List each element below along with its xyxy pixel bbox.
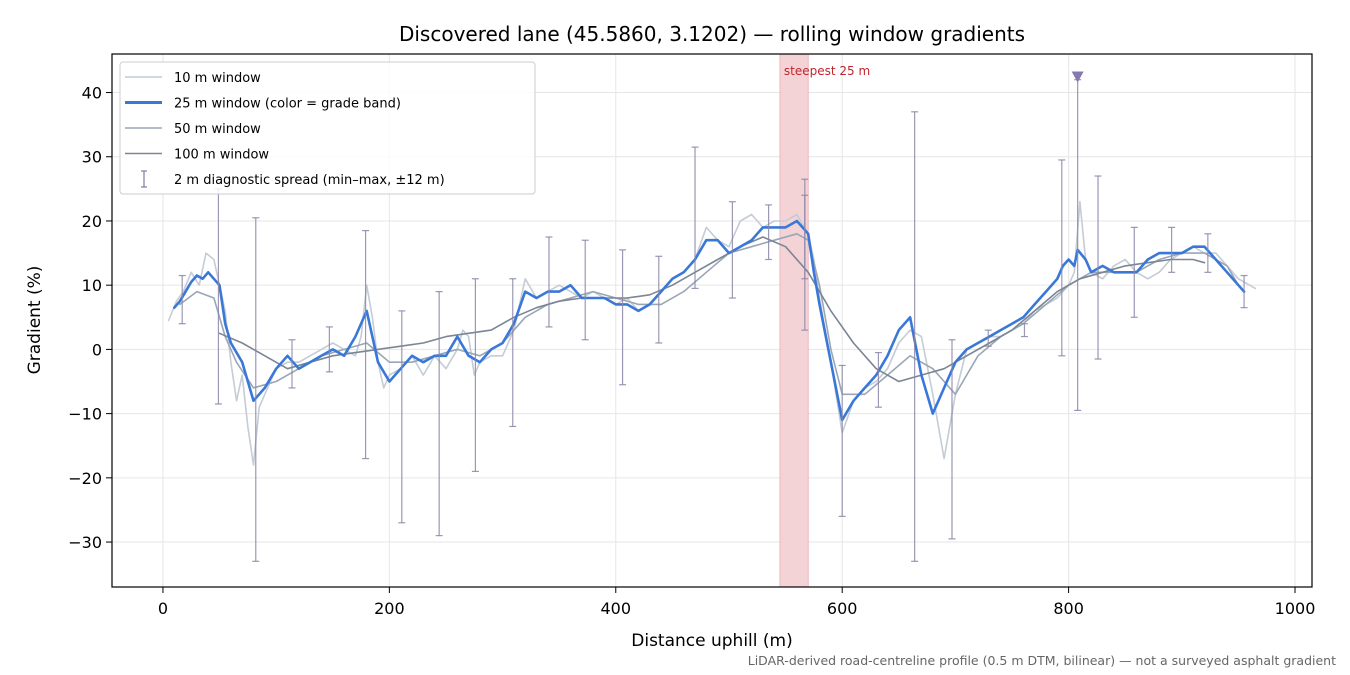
series-line-4 (218, 236, 1206, 383)
series-layer (167, 200, 1257, 466)
legend: 10 m window 25 m window (color = grade ba… (119, 61, 536, 195)
y-tick-label: 20 (82, 212, 102, 231)
steepest-band-label: steepest 25 m (784, 64, 870, 78)
error-bar (801, 178, 809, 331)
error-bar (911, 111, 919, 562)
error-bar (984, 329, 992, 347)
series-line-2 (173, 219, 1246, 422)
axes-frame-rect (111, 53, 1313, 588)
error-bar (581, 239, 589, 341)
legend-entry: 10 m window (125, 71, 261, 86)
legend-entry: 25 m window (color = grade band) (125, 97, 401, 112)
y-ticks: −30 −20 −10 0 10 20 30 40 (68, 84, 112, 552)
legend-box (119, 61, 536, 195)
chart-title: Discovered lane (45.5860, 3.1202) — roll… (399, 22, 1025, 46)
y-tick-label: 10 (82, 276, 102, 295)
error-bar (838, 364, 846, 517)
error-bar (545, 236, 553, 328)
legend-label: 10 m window (174, 71, 261, 86)
x-tick-label: 400 (601, 599, 632, 618)
error-bar (1058, 159, 1066, 357)
error-bar (398, 310, 406, 524)
y-tick-label: −20 (68, 469, 102, 488)
axes-frame (111, 53, 1313, 588)
x-tick-label: 200 (374, 599, 405, 618)
error-bar (765, 204, 773, 261)
error-bar (509, 278, 517, 428)
error-bar (948, 339, 956, 540)
y-tick-label: 0 (92, 340, 102, 359)
x-tick-label: 600 (827, 599, 858, 618)
error-bar (471, 278, 479, 473)
x-tick-label: 1000 (1275, 599, 1316, 618)
error-bar (1020, 323, 1028, 338)
error-bar (325, 326, 333, 373)
error-bar (362, 229, 370, 460)
y-tick-label: −10 (68, 405, 102, 424)
error-bar (252, 217, 260, 562)
y-tick-label: 40 (82, 84, 102, 103)
error-bar (1130, 226, 1138, 318)
error-bar (691, 146, 699, 289)
legend-entry: 50 m window (125, 122, 261, 137)
error-bar (1240, 274, 1248, 309)
legend-entry: 2 m diagnostic spread (min–max, ±12 m) (141, 170, 445, 188)
legend-label: 2 m diagnostic spread (min–max, ±12 m) (174, 173, 445, 188)
footnote: LiDAR-derived road-centreline profile (0… (748, 653, 1336, 668)
error-bar (728, 201, 736, 299)
y-axis-label: Gradient (%) (25, 266, 45, 375)
legend-entry: 100 m window (125, 148, 269, 163)
max-marker (1071, 71, 1084, 83)
error-bars (178, 79, 1248, 562)
error-bar (435, 291, 443, 537)
error-bar (1204, 233, 1212, 273)
error-bar (655, 255, 663, 344)
error-bar (1168, 226, 1176, 273)
y-tick-label: 30 (82, 148, 102, 167)
steepest-band: steepest 25 m (779, 53, 870, 588)
x-axis-label: Distance uphill (m) (631, 631, 792, 651)
legend-label: 25 m window (color = grade band) (174, 97, 401, 112)
x-tick-label: 800 (1053, 599, 1084, 618)
error-bar (178, 274, 186, 325)
max-marker-triangle (1071, 71, 1084, 83)
error-bar (1094, 175, 1102, 360)
legend-label: 50 m window (174, 122, 261, 137)
y-tick-label: −30 (68, 533, 102, 552)
error-bar (874, 352, 882, 408)
legend-label: 100 m window (174, 148, 269, 163)
error-bar (288, 339, 296, 389)
error-bar (619, 249, 627, 386)
steepest-band-rect (779, 53, 809, 588)
series-line-3 (179, 233, 1240, 396)
x-ticks: 0 200 400 600 800 1000 (158, 587, 1316, 618)
grid-lines (112, 54, 1312, 587)
x-tick-label: 0 (158, 599, 168, 618)
